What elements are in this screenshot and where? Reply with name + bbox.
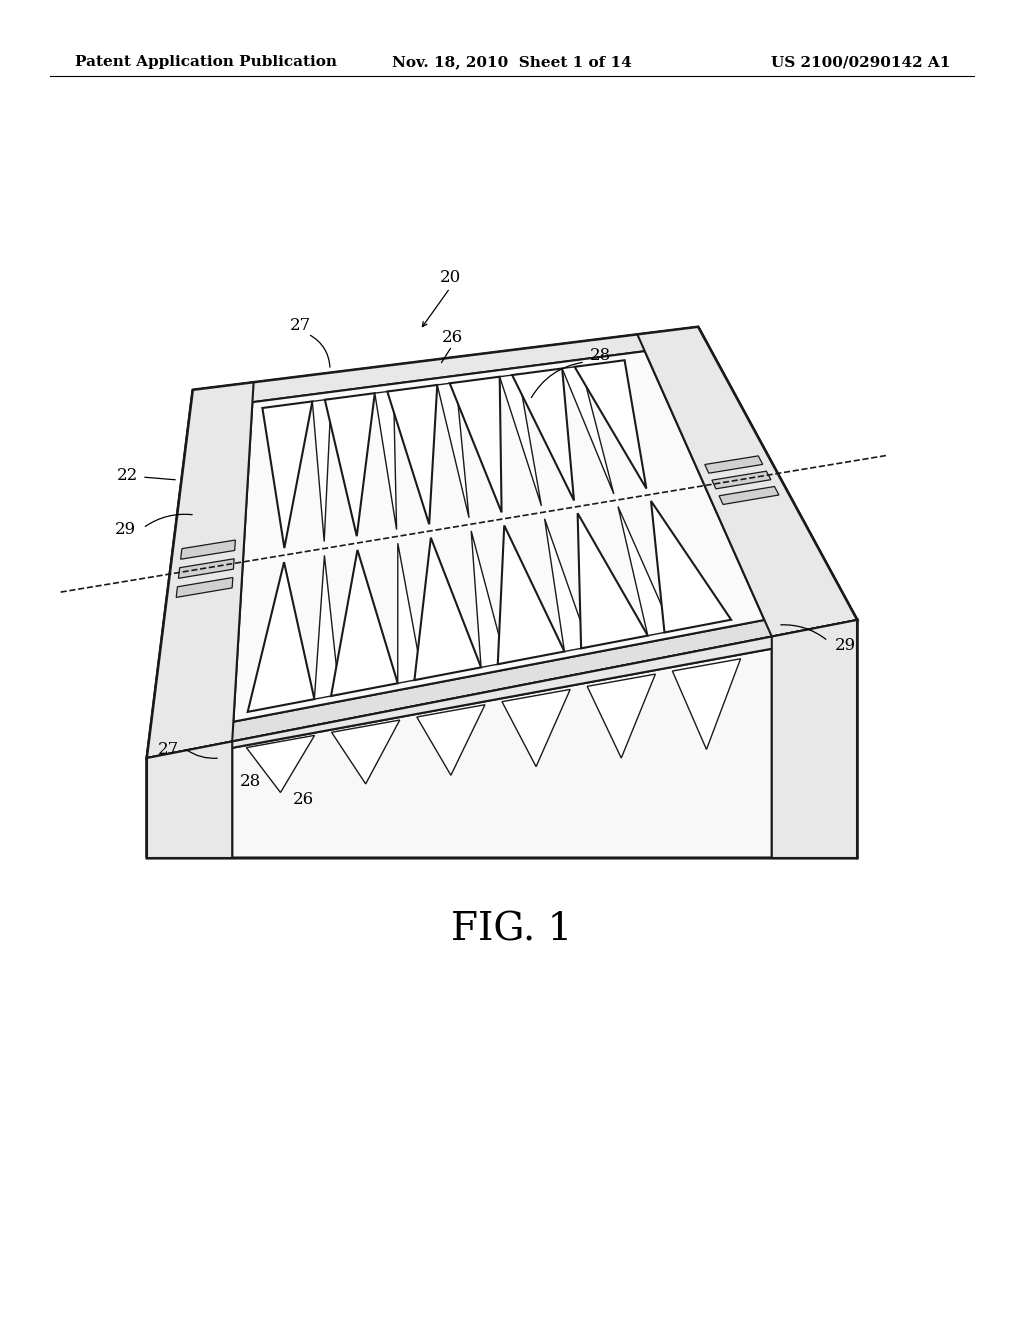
Polygon shape: [325, 393, 375, 536]
Text: US 2100/0290142 A1: US 2100/0290142 A1: [771, 55, 950, 69]
Text: 28: 28: [240, 774, 261, 791]
Text: 29: 29: [835, 636, 856, 653]
Polygon shape: [176, 577, 232, 598]
Polygon shape: [147, 742, 232, 858]
Polygon shape: [502, 689, 570, 767]
Text: 29: 29: [115, 521, 135, 539]
Polygon shape: [512, 368, 574, 500]
Polygon shape: [375, 391, 396, 529]
Polygon shape: [387, 385, 437, 524]
Text: 22: 22: [117, 466, 137, 483]
Text: 26: 26: [441, 330, 463, 346]
Polygon shape: [147, 603, 857, 758]
Polygon shape: [178, 558, 234, 578]
Text: 20: 20: [439, 269, 461, 286]
Polygon shape: [248, 562, 314, 711]
Polygon shape: [331, 550, 397, 696]
Polygon shape: [147, 620, 857, 858]
Polygon shape: [397, 544, 423, 684]
Polygon shape: [417, 705, 485, 775]
Polygon shape: [312, 399, 331, 541]
Polygon shape: [332, 719, 399, 784]
Text: 27: 27: [290, 317, 310, 334]
Polygon shape: [578, 513, 648, 648]
Polygon shape: [673, 659, 740, 750]
Polygon shape: [437, 383, 469, 517]
Polygon shape: [147, 742, 232, 858]
Polygon shape: [314, 556, 339, 700]
Polygon shape: [637, 327, 857, 636]
Polygon shape: [498, 525, 564, 664]
Polygon shape: [587, 675, 655, 758]
Text: Nov. 18, 2010  Sheet 1 of 14: Nov. 18, 2010 Sheet 1 of 14: [392, 55, 632, 69]
Polygon shape: [712, 471, 771, 488]
Polygon shape: [233, 351, 764, 722]
Polygon shape: [180, 540, 236, 560]
Polygon shape: [574, 360, 646, 488]
Polygon shape: [450, 376, 502, 512]
Polygon shape: [147, 389, 193, 858]
Polygon shape: [415, 537, 481, 680]
Polygon shape: [500, 375, 542, 506]
Polygon shape: [562, 366, 613, 494]
Polygon shape: [719, 487, 779, 504]
Polygon shape: [147, 327, 857, 758]
Text: FIG. 1: FIG. 1: [452, 912, 572, 949]
Polygon shape: [651, 502, 731, 632]
Polygon shape: [232, 636, 772, 748]
Polygon shape: [147, 620, 857, 763]
Polygon shape: [190, 327, 707, 411]
Text: 28: 28: [590, 346, 610, 363]
Polygon shape: [618, 507, 673, 636]
Polygon shape: [471, 531, 506, 668]
Text: 26: 26: [293, 792, 313, 808]
Polygon shape: [698, 327, 857, 858]
Polygon shape: [147, 383, 254, 758]
Polygon shape: [247, 735, 314, 792]
Text: 27: 27: [158, 742, 178, 759]
Polygon shape: [705, 455, 763, 473]
Polygon shape: [262, 401, 312, 548]
Polygon shape: [772, 620, 857, 858]
Polygon shape: [772, 620, 857, 858]
Text: Patent Application Publication: Patent Application Publication: [75, 55, 337, 69]
Polygon shape: [545, 519, 590, 652]
